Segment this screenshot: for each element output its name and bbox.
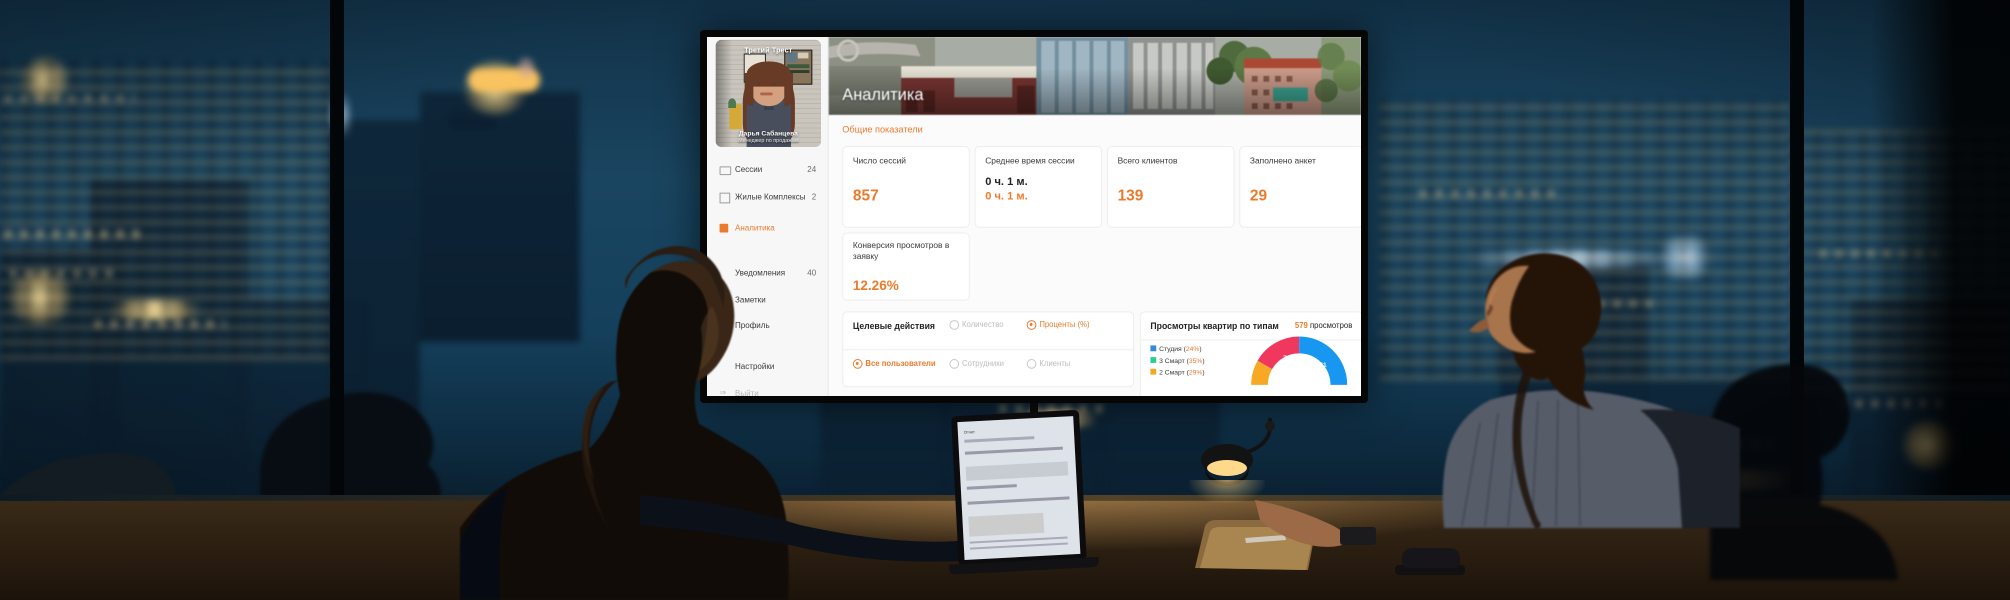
svg-text:70: 70 [1283, 355, 1291, 362]
svg-text:141: 141 [1316, 362, 1327, 369]
